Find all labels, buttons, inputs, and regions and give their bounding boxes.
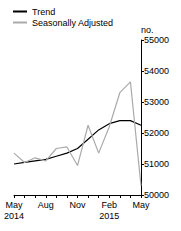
svg-text:2015: 2015 <box>99 211 119 221</box>
svg-text:50000: 50000 <box>144 190 169 200</box>
svg-text:53000: 53000 <box>144 97 169 107</box>
svg-text:52000: 52000 <box>144 128 169 138</box>
svg-text:Aug: Aug <box>38 200 54 210</box>
svg-text:Seasonally Adjusted: Seasonally Adjusted <box>32 18 113 28</box>
svg-text:Nov: Nov <box>69 200 86 210</box>
svg-text:no.: no. <box>141 25 154 35</box>
svg-text:54000: 54000 <box>144 66 169 76</box>
svg-text:55000: 55000 <box>144 35 169 45</box>
svg-text:May: May <box>132 200 150 210</box>
svg-text:Feb: Feb <box>101 200 117 210</box>
svg-text:May: May <box>5 200 23 210</box>
svg-text:51000: 51000 <box>144 159 169 169</box>
svg-text:2014: 2014 <box>4 211 24 221</box>
svg-text:Trend: Trend <box>32 7 55 17</box>
